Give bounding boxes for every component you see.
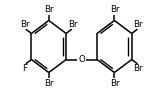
Text: Br: Br [68,20,77,29]
Text: Br: Br [110,79,119,88]
Text: Br: Br [134,20,143,29]
Text: Br: Br [134,64,143,73]
Text: F: F [22,64,27,73]
Text: Br: Br [20,20,30,29]
Text: Br: Br [44,5,54,14]
Text: Br: Br [44,79,54,88]
Text: O: O [78,55,85,64]
Text: Br: Br [110,5,119,14]
